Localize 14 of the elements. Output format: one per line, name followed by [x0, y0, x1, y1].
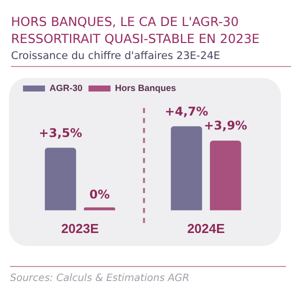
data-label: +4,7%: [164, 104, 208, 118]
source-note: Sources: Calculs & Estimations AGR: [10, 266, 286, 284]
legend-label: Hors Banques: [115, 82, 176, 93]
data-label: 0%: [89, 188, 110, 202]
chart-subtitle: Croissance du chiffre d'affaires 23E-24E: [11, 50, 291, 67]
x-tick-label: 2023E: [61, 220, 100, 236]
x-tick-label: 2024E: [187, 220, 226, 236]
legend-label: AGR-30: [50, 82, 83, 93]
bar: [210, 140, 242, 210]
data-label: +3,9%: [204, 118, 248, 133]
data-label: +3,5%: [38, 126, 82, 140]
chart-title: HORS BANQUES, LE CA DE L'AGR-30 RESSORTIRAIT QUASI-STABLE EN 2023E: [11, 13, 261, 47]
bar: [170, 126, 202, 210]
bar: [44, 148, 76, 210]
